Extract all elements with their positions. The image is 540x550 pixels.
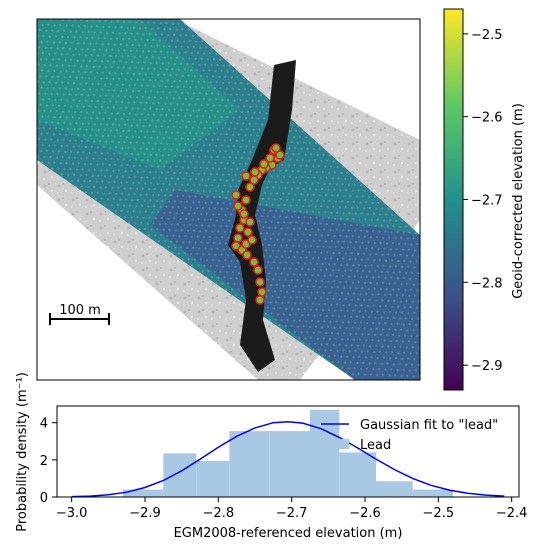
lead-point [253,265,263,275]
x-tick-label: −3.0 [56,506,88,521]
map-frame [36,18,421,381]
lead-point [241,195,251,205]
gaussian-fit-line [71,421,505,498]
histogram-x-ticks: −3.0 −2.9 −2.8 −2.7 −2.6 −2.5 −2.4 [56,497,528,521]
lead-point [235,223,245,233]
histogram-y-label: Probability density (m⁻¹) [15,372,30,532]
histogram-y-ticks: 0 2 4 [40,417,57,506]
histogram-bar [196,460,230,497]
map-panel: 100 m [36,18,421,381]
x-tick-label: −2.9 [129,506,161,521]
lead-point [255,277,265,287]
lead-point [255,295,265,305]
histogram-bar [376,481,413,497]
lead-point [265,153,275,163]
histogram-bar [269,431,310,497]
histogram-legend: Gaussian fit to "lead" Lead [321,418,498,453]
colorbar-tick-label: −2.8 [471,276,503,291]
x-tick-label: −2.6 [349,506,381,521]
colorbar-label: Geoid-corrected elevation (m) [511,103,526,299]
lead-channel [228,60,296,372]
histogram-bar [412,489,453,497]
colorbar-tick-label: −2.6 [471,111,503,126]
histogram-bar [339,452,376,497]
legend-lead-label: Lead [360,438,391,453]
lead-point [243,227,253,237]
scale-bar [49,313,110,325]
y-tick-label: 2 [40,454,48,469]
histogram-bar [123,489,164,497]
colorbar-tick-label: −2.5 [471,28,503,43]
histogram-bar [310,409,340,497]
colorbar-tick-label: −2.7 [471,194,503,209]
lead-point [233,233,243,243]
colorbar-tick-label: −2.9 [471,359,503,374]
lead-point [239,209,249,219]
x-tick-label: −2.5 [423,506,455,521]
lead-point [275,150,285,160]
legend-lead-swatch [321,439,349,449]
histogram-frame [56,405,520,498]
histogram-bar [229,431,270,497]
colorbar-ticks: −2.5 −2.6 −2.7 −2.8 −2.9 [463,28,503,374]
lead-point [245,217,255,227]
colorbar: −2.5 −2.6 −2.7 −2.8 −2.9 Geoid-corrected ele… [443,8,526,391]
x-tick-label: −2.4 [496,506,528,521]
colorbar-fill [443,8,464,391]
y-tick-label: 4 [40,417,48,432]
y-tick-label: 0 [40,491,48,506]
lead-point [247,235,257,245]
lead-point [249,257,259,267]
lead-point [242,250,252,260]
histogram-panel: −3.0 −2.9 −2.8 −2.7 −2.6 −2.5 −2.4 0 2 4 EGM2008… [15,372,527,541]
lead-point [245,182,255,192]
legend-gaussian-label: Gaussian fit to "lead" [360,418,498,433]
lead-point [271,143,281,153]
histogram-bar [163,453,197,497]
lead-point [233,201,243,211]
lead-point [257,287,267,297]
x-tick-label: −2.8 [203,506,235,521]
lead-points [231,143,285,305]
lead-point [241,171,251,181]
elevation-swath-texture [37,19,420,380]
histogram-x-label: EGM2008-referenced elevation (m) [174,526,403,541]
scale-bar-label: 100 m [59,303,101,318]
lead-point [259,159,269,169]
x-tick-label: −2.7 [276,506,308,521]
lead-point [231,190,241,200]
lead-point [250,167,260,177]
histogram-bars [123,409,453,497]
